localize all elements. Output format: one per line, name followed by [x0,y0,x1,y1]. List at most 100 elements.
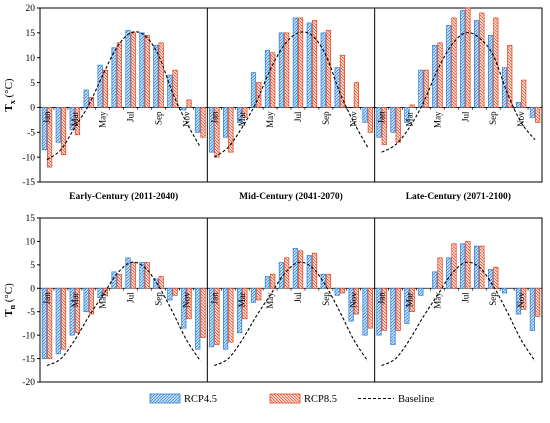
bar-rcp45 [376,107,382,138]
bar-rcp45 [264,49,271,108]
bar-rcp85 [186,99,192,108]
baseline-curve [46,31,201,161]
bar-rcp45 [487,34,494,108]
month-label: May [265,111,275,128]
baseline-curve [381,261,536,367]
y-tick-label: 15 [26,214,36,224]
month-label: Jul [460,111,470,122]
bar-rcp85 [409,104,415,108]
y-tick-label: -10 [22,153,35,163]
bar-rcp85 [228,287,234,343]
bar-rcp85 [270,52,276,108]
bar-rcp85 [130,262,136,289]
bar-rcp45 [167,287,173,301]
bar-rcp45 [390,107,396,133]
bar-rcp85 [74,287,81,334]
legend: RCP4.5 RCP8.5 Baseline [149,393,434,405]
bar-rcp45 [292,248,298,289]
month-label: Nov [349,292,359,308]
bar-rcp45 [376,287,382,336]
month-label: Mar [237,111,247,126]
bar-rcp85 [186,287,192,320]
bar-rcp45 [69,287,75,336]
legend-label-rcp45: RCP4.5 [184,394,217,405]
bar-rcp85 [409,287,415,313]
bar-rcp45 [446,257,452,289]
bar-rcp85 [284,32,290,108]
bar-rcp45 [83,287,89,313]
bar-rcp45 [474,245,480,289]
bar-rcp85 [381,287,387,331]
legend-swatch-rcp85 [269,393,301,404]
bar-rcp85 [353,287,359,315]
plot-frame [39,7,543,183]
bar-rcp45 [181,287,187,329]
period-label: Late-Century (2071-2100) [406,191,511,202]
bar-rcp45 [111,47,117,108]
y-tick-label: -15 [22,178,35,188]
bar-rcp85 [493,17,499,108]
y-tick-label: -20 [22,378,35,388]
y-tick-label: 15 [26,29,36,39]
bar-rcp45 [69,107,75,131]
bar-rcp45 [432,271,438,289]
bar-rcp85 [535,107,541,123]
bar-rcp85 [144,34,150,108]
month-label: Sep [321,292,331,306]
month-label: Jul [126,111,136,122]
y-tick-label: -5 [27,128,35,138]
bar-rcp85 [298,17,304,108]
month-label: Nov [349,111,359,127]
bar-rcp85 [521,79,527,108]
bar-rcp85 [465,7,471,108]
bar-rcp45 [236,107,243,123]
bar-rcp45 [41,287,47,359]
bar-rcp45 [264,276,271,289]
bar-rcp85 [479,12,485,108]
bar-rcp85 [423,69,429,108]
bar-rcp85 [74,107,81,136]
y-tick-label: 10 [26,238,36,248]
bar-rcp45 [362,107,368,123]
bar-rcp45 [55,287,61,355]
bar-rcp85 [325,273,332,289]
bar-rcp85 [200,287,206,338]
month-label: Jan [42,111,52,123]
month-label: Mar [405,111,415,126]
bar-rcp45 [125,257,131,289]
month-label: Sep [154,111,164,125]
bar-rcp85 [47,107,53,168]
bar-rcp45 [501,287,508,294]
legend-label-rcp85: RCP8.5 [304,394,337,405]
y-axis-label: Tn (°C) [3,283,17,317]
y-axis-label-unit: (°C) [3,78,15,100]
bar-rcp85 [353,82,359,108]
bar-rcp45 [404,107,410,123]
bar-rcp45 [250,287,257,303]
bar-rcp45 [460,10,466,108]
month-label: Jul [293,111,303,122]
bar-rcp45 [236,287,243,334]
bar-rcp45 [460,243,466,289]
y-axis-label-sub: n [8,304,17,309]
y-tick-label: 5 [30,79,35,89]
bar-rcp45 [181,107,187,111]
bar-rcp45 [529,107,535,118]
bar-rcp45 [209,287,215,348]
bar-rcp45 [153,278,159,289]
bar-rcp85 [172,69,178,108]
bar-rcp85 [437,257,443,289]
bar-rcp45 [529,287,535,331]
bar-rcp45 [97,287,103,299]
bar-rcp45 [83,89,89,108]
bar-rcp85 [395,287,401,331]
bar-rcp45 [418,69,424,108]
month-label: Nov [516,111,526,127]
bar-rcp45 [292,17,298,108]
bar-rcp85 [367,107,373,133]
month-label: Sep [154,292,164,306]
bar-rcp85 [311,20,318,108]
month-label: Jul [293,292,303,303]
